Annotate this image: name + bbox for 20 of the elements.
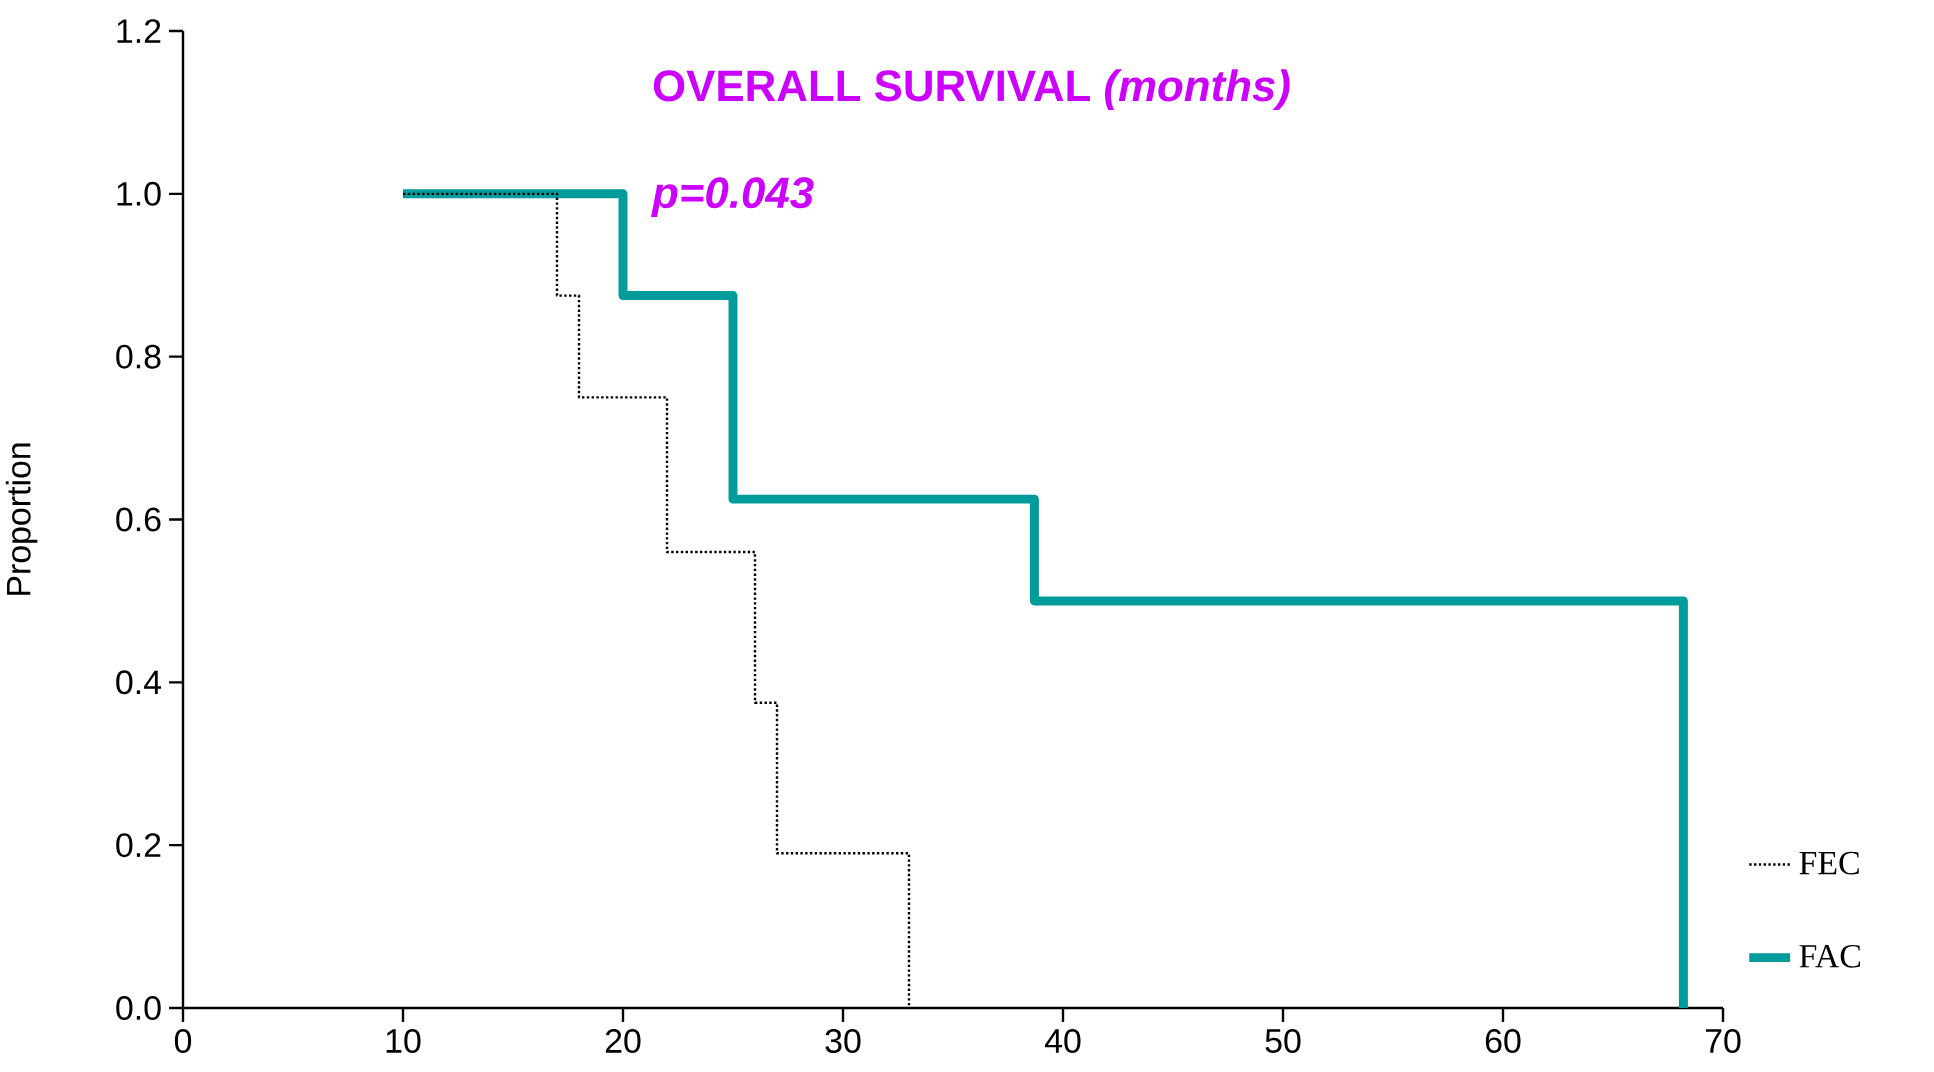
y-tick-label: 1.2: [117, 19, 161, 43]
legend-label: FEC: [1799, 851, 1859, 875]
x-tick-label: 40: [1044, 1028, 1081, 1053]
x-tick-label: 50: [1265, 1028, 1301, 1053]
legend-label: FAC: [1799, 944, 1861, 968]
x-tick-label: 70: [1705, 1028, 1741, 1053]
x-tick-label: 30: [825, 1028, 861, 1053]
x-tick-label: 20: [605, 1028, 641, 1053]
x-tick-label: 10: [386, 1028, 421, 1053]
text: OVERALL SURVIVAL (months): [653, 69, 1290, 111]
y-axis-title: Proportion: [5, 443, 38, 595]
y-tick-label: 1.0: [117, 181, 161, 206]
y-tick-label: 0.0: [116, 996, 161, 1020]
annotation: p=0.043: [651, 177, 814, 217]
x-tick-label: 60: [1485, 1028, 1521, 1053]
y-tick-label: 0.4: [116, 670, 162, 695]
y-tick-label: 0.8: [116, 344, 161, 369]
x-tick-label: 0: [174, 1028, 192, 1053]
y-tick-label: 0.6: [116, 507, 161, 532]
y-tick-label: 0.2: [116, 833, 161, 858]
